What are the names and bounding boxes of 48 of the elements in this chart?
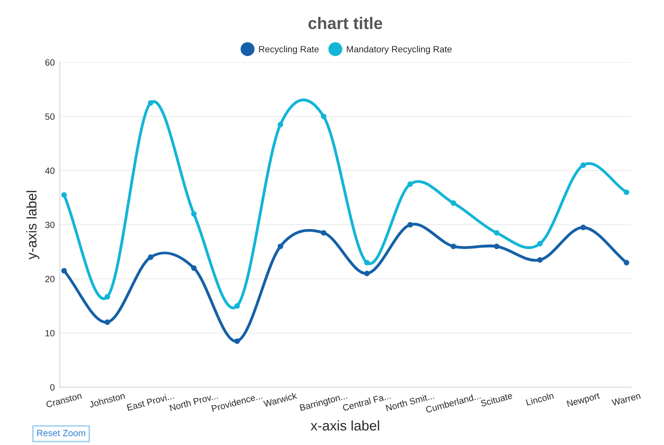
point bbox=[61, 268, 67, 274]
x-tick-label: Newport bbox=[566, 392, 600, 409]
y-tick-label: 30 bbox=[45, 222, 55, 228]
point bbox=[191, 211, 197, 217]
point bbox=[407, 222, 413, 228]
x-tick-label: Scituate bbox=[480, 392, 513, 407]
point bbox=[364, 260, 370, 266]
point bbox=[537, 240, 543, 246]
y-tick-label: 50 bbox=[45, 113, 55, 120]
point bbox=[407, 181, 413, 187]
y-axis-title: y-axis label bbox=[26, 190, 40, 260]
x-tick-label: Johnston bbox=[88, 392, 126, 408]
point bbox=[494, 244, 500, 250]
legend-label: Recycling Rate bbox=[259, 46, 319, 54]
point bbox=[191, 265, 197, 271]
point bbox=[580, 224, 586, 230]
point bbox=[580, 162, 586, 168]
point bbox=[494, 230, 500, 236]
y-tick-label: 20 bbox=[45, 276, 55, 282]
y-tick-label: 40 bbox=[45, 168, 55, 174]
x-axis-title: x-axis label bbox=[310, 420, 380, 431]
point bbox=[104, 319, 110, 325]
x-tick-label: Cranston bbox=[46, 392, 82, 408]
point bbox=[320, 114, 326, 120]
y-tick-label: 0 bbox=[50, 384, 55, 391]
text: Reset Zoom bbox=[37, 430, 86, 436]
legend-label: Mandatory Recycling Rate bbox=[346, 46, 452, 54]
point bbox=[624, 189, 630, 196]
point bbox=[148, 100, 154, 106]
point bbox=[234, 303, 240, 309]
point bbox=[537, 257, 543, 263]
point bbox=[61, 192, 67, 198]
point bbox=[364, 270, 370, 276]
point bbox=[104, 294, 110, 300]
x-tick-label: Lincoln bbox=[526, 392, 554, 406]
point bbox=[278, 244, 284, 250]
point bbox=[320, 230, 326, 236]
point bbox=[278, 122, 284, 128]
x-tick-label: Warren bbox=[611, 392, 641, 406]
point bbox=[148, 254, 154, 260]
y-tick-label: 10 bbox=[46, 330, 55, 336]
point bbox=[450, 244, 456, 250]
x-tick-label: Warwick bbox=[263, 392, 298, 408]
point bbox=[450, 200, 456, 206]
point bbox=[234, 338, 240, 344]
point bbox=[624, 260, 630, 266]
chart-title: chart title bbox=[308, 16, 382, 30]
y-tick-label: 60 bbox=[45, 59, 55, 66]
